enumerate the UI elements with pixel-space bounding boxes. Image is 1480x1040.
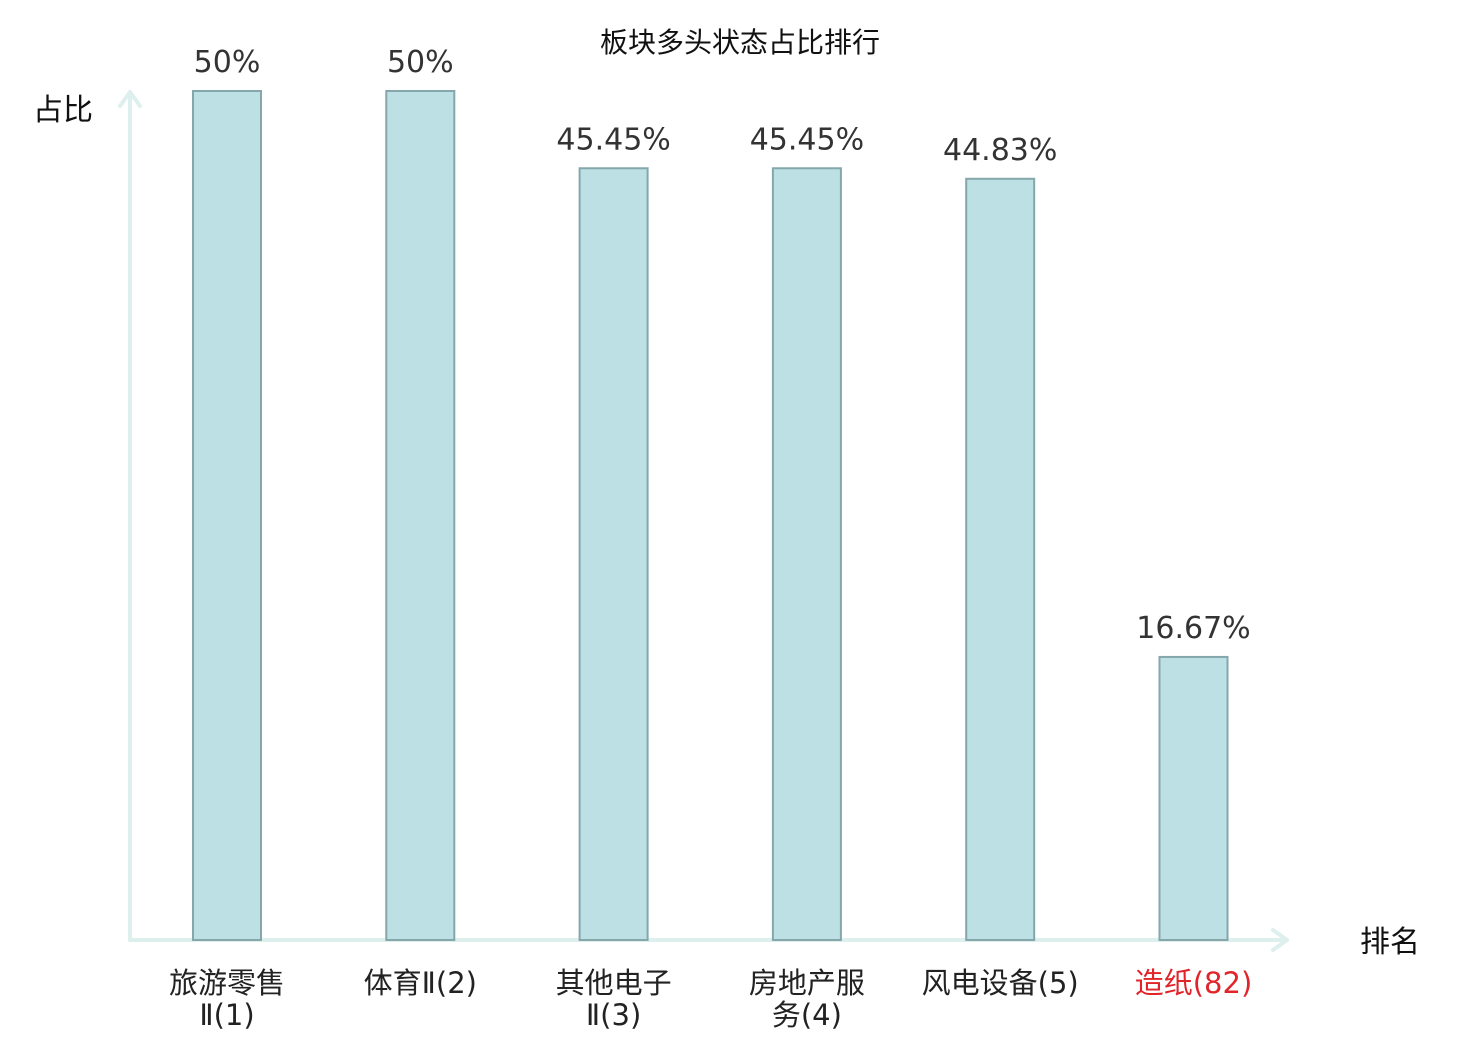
y-axis-label: 占比 — [33, 93, 93, 128]
x-axis-label: 排名 — [1360, 925, 1420, 960]
bar-6 — [1158, 655, 1229, 942]
category-label-1-line-2: Ⅱ(1) — [199, 998, 254, 1032]
y-axis-arrowhead — [118, 90, 142, 108]
value-label-5: 44.83% — [943, 133, 1057, 168]
value-label-6: 16.67% — [1136, 611, 1250, 646]
category-label-3-line-2: Ⅱ(3) — [586, 998, 641, 1032]
x-axis-arrowhead — [1271, 928, 1289, 952]
category-label-1-line-1: 旅游零售 — [169, 966, 285, 1000]
value-label-3: 45.45% — [556, 122, 670, 157]
category-label-6: 造纸(82) — [1135, 966, 1253, 1000]
category-label-4-line-1: 房地产服 — [749, 966, 865, 1000]
value-label-1: 50% — [194, 45, 261, 80]
category-label-4-line-2: 务(4) — [772, 998, 842, 1032]
value-label-2: 50% — [387, 45, 454, 80]
category-label-2: 体育Ⅱ(2) — [364, 966, 477, 1000]
category-label-3-line-1: 其他电子 — [556, 966, 672, 1000]
bar-2 — [385, 90, 456, 941]
bar-1 — [192, 90, 262, 941]
category-label-5: 风电设备(5) — [922, 966, 1079, 1000]
bar-3 — [578, 167, 649, 942]
bar-4 — [771, 167, 842, 942]
value-label-4: 45.45% — [750, 122, 864, 157]
chart-title: 板块多头状态占比排行 — [600, 26, 880, 59]
bar-5 — [965, 177, 1036, 941]
